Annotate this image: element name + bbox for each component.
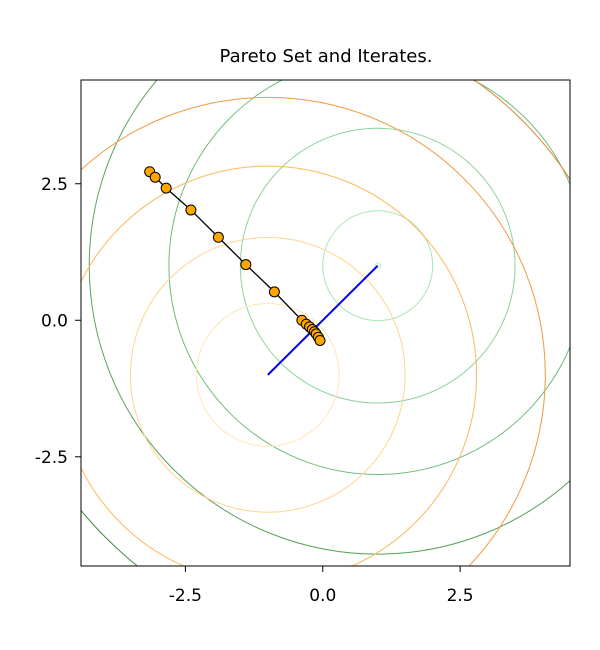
x-tick-label: -2.5 <box>169 586 202 606</box>
iterate-point <box>240 259 252 271</box>
series-layer <box>144 166 379 376</box>
objective-1-contour <box>322 210 434 322</box>
iterate-point <box>314 334 326 346</box>
plot-frame <box>80 79 571 567</box>
objective-2-contour <box>129 237 406 513</box>
y-tick-label: 2.5 <box>41 175 68 195</box>
objective-1-contour <box>88 80 570 555</box>
pareto-set-line <box>267 264 379 376</box>
y-tick-label: 0.0 <box>41 311 68 331</box>
objective-1-contour <box>168 80 570 475</box>
iterate-point <box>160 182 172 194</box>
objective-1-contour <box>239 127 516 404</box>
iterate-point <box>212 231 224 243</box>
x-tick-label: 2.5 <box>447 586 474 606</box>
axes-layer: -2.5 0.0 2.5 -2.5 0.0 2.5 <box>35 175 474 606</box>
objective-2-contour <box>81 165 478 566</box>
x-tick-label: 0.0 <box>309 586 336 606</box>
objective-2-contour <box>473 80 570 181</box>
iterate-point <box>268 286 280 298</box>
objective-2-contour <box>81 96 546 566</box>
objective-2-contour <box>195 302 340 447</box>
y-tick-label: -2.5 <box>35 448 68 468</box>
iterate-point <box>185 204 197 216</box>
iterate-point <box>149 171 161 183</box>
objective-1-contour <box>374 262 381 269</box>
chart-title: Pareto Set and Iterates. <box>220 46 433 67</box>
